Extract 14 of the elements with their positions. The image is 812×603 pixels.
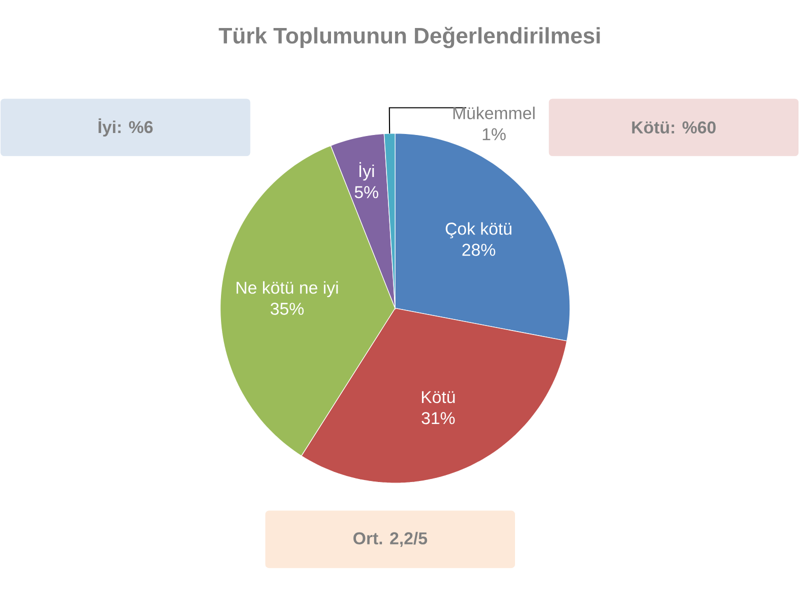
chart-title: Türk Toplumunun Değerlendirilmesi <box>218 27 600 48</box>
text: İyi: %6 <box>98 118 153 137</box>
data-label: 31% <box>422 412 455 424</box>
text: Ort. 2,2/5 <box>353 532 428 548</box>
data-label: 28% <box>462 244 496 256</box>
slice-label: Çok kötü <box>446 222 512 238</box>
slice-label: İyi <box>359 162 374 181</box>
text: Kötü: %60 <box>632 122 716 134</box>
data-label: 35% <box>270 302 304 316</box>
slice-label: Mükemmel <box>453 106 535 120</box>
data-label: 5% <box>354 186 378 198</box>
slice-label: Kötü <box>422 391 455 404</box>
data-label: 1% <box>482 128 506 140</box>
slice-label: Ne kötü ne iyi <box>236 281 338 298</box>
